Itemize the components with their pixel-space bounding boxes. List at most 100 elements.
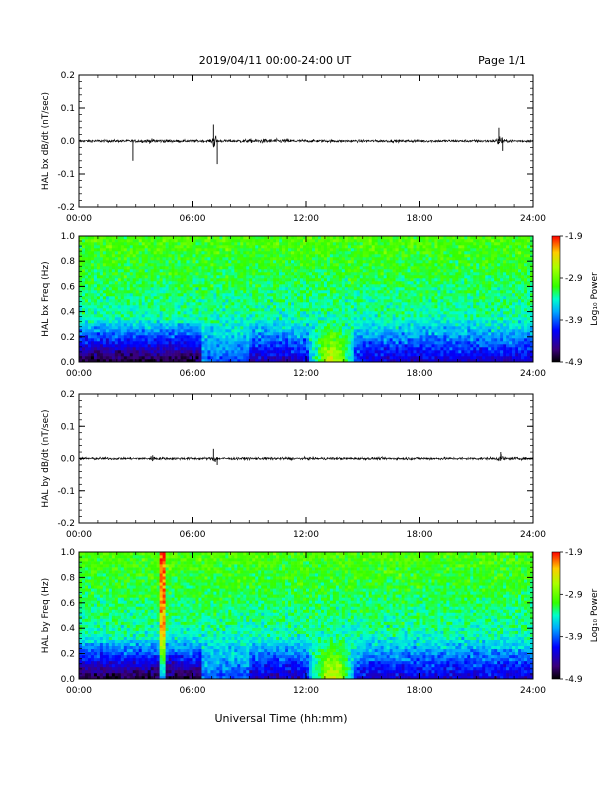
spectrogram-cell bbox=[386, 338, 390, 342]
spectrogram-cell bbox=[371, 290, 375, 294]
spectrogram-cell bbox=[356, 263, 361, 267]
spectrogram-cell bbox=[195, 341, 199, 345]
spectrogram-cell bbox=[222, 323, 226, 327]
spectrogram-cell bbox=[195, 329, 199, 333]
spectrogram-cell bbox=[407, 347, 411, 351]
spectrogram-cell bbox=[165, 323, 169, 327]
spectrogram-cell bbox=[282, 308, 286, 312]
spectrogram-cell bbox=[285, 329, 289, 333]
spectrogram-cell bbox=[311, 299, 316, 303]
spectrogram-cell bbox=[171, 326, 175, 330]
spectrogram-cell bbox=[177, 320, 181, 324]
spectrogram-cell bbox=[108, 305, 113, 309]
spectrogram-cell bbox=[297, 248, 301, 252]
spectrogram-cell bbox=[332, 326, 337, 330]
spectrogram-cell bbox=[79, 311, 83, 315]
spectrogram-cell bbox=[159, 242, 163, 246]
spectrogram-cell bbox=[216, 275, 220, 279]
spectrogram-cell bbox=[249, 359, 253, 363]
spectrogram-cell bbox=[237, 239, 241, 243]
spectrogram-cell bbox=[138, 284, 143, 288]
spectrogram-cell bbox=[285, 314, 289, 318]
spectrogram-cell bbox=[138, 350, 143, 354]
spectrogram-cell bbox=[386, 311, 390, 315]
spectrogram-cell bbox=[105, 296, 110, 300]
spectrogram-cell bbox=[300, 359, 304, 363]
spectrogram-cell bbox=[243, 359, 247, 363]
spectrogram-cell bbox=[267, 251, 271, 255]
spectrogram-cell bbox=[273, 353, 277, 357]
spectrogram-cell bbox=[371, 356, 375, 360]
spectrogram-cell bbox=[108, 308, 113, 312]
spectrogram-cell bbox=[332, 245, 337, 249]
spectrogram-cell bbox=[150, 311, 154, 315]
spectrogram-cell bbox=[264, 242, 268, 246]
spectrogram-cell bbox=[353, 281, 358, 285]
spectrogram-cell bbox=[135, 296, 140, 300]
spectrogram-cell bbox=[102, 269, 107, 273]
spectrogram-cell bbox=[267, 293, 271, 297]
spectrogram-cell bbox=[195, 332, 199, 336]
spectrogram-cell bbox=[410, 269, 414, 273]
spectrogram-cell bbox=[177, 239, 181, 243]
spectrogram-cell bbox=[350, 242, 355, 246]
spectrogram-cell bbox=[255, 257, 259, 261]
spectrogram-cell bbox=[314, 242, 319, 246]
spectrogram-cell bbox=[350, 317, 355, 321]
spectrogram-cell bbox=[126, 356, 131, 360]
spectrogram-cell bbox=[237, 347, 241, 351]
spectrogram-cell bbox=[359, 314, 364, 318]
spectrogram-cell bbox=[156, 350, 160, 354]
spectrogram-cell bbox=[419, 302, 423, 306]
spectrogram-cell bbox=[90, 320, 95, 324]
spectrogram-cell bbox=[120, 359, 125, 363]
spectrogram-cell bbox=[323, 290, 328, 294]
spectrogram-cell bbox=[419, 332, 423, 336]
spectrogram-cell bbox=[210, 284, 214, 288]
spectrogram-cell bbox=[147, 299, 151, 303]
spectrogram-cell bbox=[93, 320, 98, 324]
spectrogram-cell bbox=[288, 269, 292, 273]
spectrogram-cell bbox=[395, 269, 399, 273]
spectrogram-cell bbox=[311, 296, 316, 300]
spectrogram-cell bbox=[84, 248, 89, 252]
spectrogram-cell bbox=[189, 326, 193, 330]
spectrogram-cell bbox=[87, 290, 92, 294]
spectrogram-cell bbox=[144, 263, 148, 267]
spectrogram-cell bbox=[362, 311, 367, 315]
spectrogram-cell bbox=[306, 329, 310, 333]
spectrogram-cell bbox=[243, 272, 247, 276]
spectrogram-cell bbox=[341, 326, 346, 330]
spectrogram-cell bbox=[341, 311, 346, 315]
spectrogram-cell bbox=[303, 251, 307, 255]
spectrogram-cell bbox=[123, 326, 128, 330]
spectrogram-cell bbox=[258, 305, 262, 309]
spectrogram-cell bbox=[392, 356, 396, 360]
spectrogram-cell bbox=[353, 317, 358, 321]
spectrogram-cell bbox=[180, 314, 184, 318]
spectrogram-cell bbox=[392, 344, 396, 348]
spectrogram-cell bbox=[362, 290, 367, 294]
spectrogram-cell bbox=[177, 344, 181, 348]
spectrogram-cell bbox=[132, 251, 137, 255]
spectrogram-cell bbox=[138, 257, 143, 261]
spectrogram-cell bbox=[237, 287, 241, 291]
spectrogram-cell bbox=[180, 269, 184, 273]
spectrogram-cell bbox=[314, 308, 319, 312]
spectrogram-cell bbox=[332, 347, 337, 351]
spectrogram-cell bbox=[102, 248, 107, 252]
spectrogram-cell bbox=[261, 350, 265, 354]
spectrogram-cell bbox=[93, 314, 98, 318]
spectrogram-cell bbox=[210, 293, 214, 297]
spectrogram-cell bbox=[306, 257, 310, 261]
spectrogram-cell bbox=[207, 299, 211, 303]
spectrogram-cell bbox=[311, 326, 316, 330]
spectrogram-cell bbox=[195, 266, 199, 270]
spectrogram-cell bbox=[204, 359, 208, 363]
spectrogram-cell bbox=[129, 311, 134, 315]
spectrogram-cell bbox=[183, 344, 187, 348]
spectrogram-cell bbox=[222, 275, 226, 279]
x-tick-label: 00:00 bbox=[66, 214, 92, 224]
spectrogram-cell bbox=[138, 251, 143, 255]
spectrogram-cell bbox=[282, 299, 286, 303]
